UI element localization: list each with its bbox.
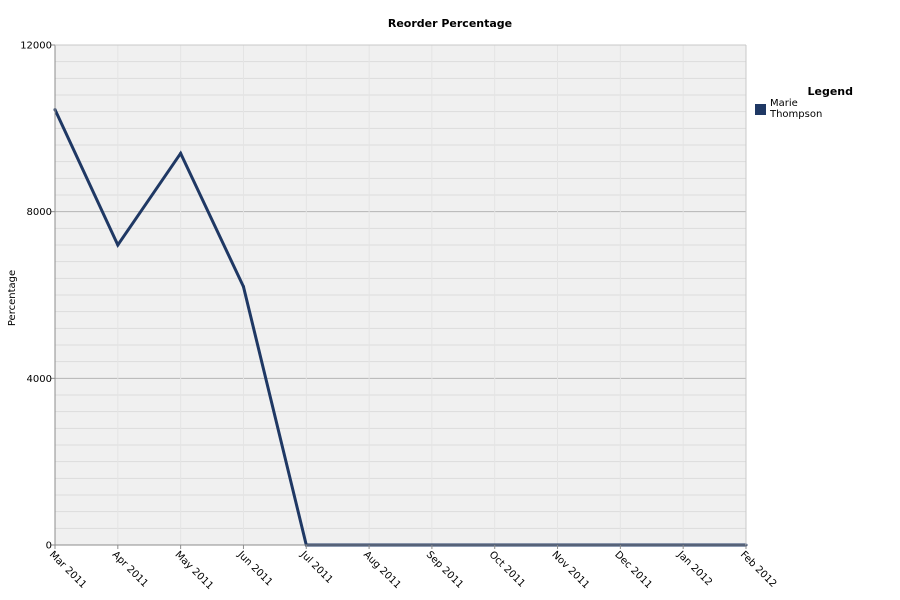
legend-title: Legend [807, 85, 853, 98]
x-tick-label: Nov 2011 [549, 549, 591, 591]
data-point [241, 285, 245, 289]
chart-title: Reorder Percentage [387, 17, 513, 30]
x-tick-label: Feb 2012 [738, 549, 779, 590]
x-tick-label: May 2011 [173, 549, 216, 592]
legend-label: Marie Thompson [769, 98, 823, 120]
minor-gridlines [55, 61, 746, 529]
x-tick-label: Apr 2011 [110, 549, 150, 589]
y-tick-label: 12000 [20, 41, 52, 52]
x-tick-label: Mar 2011 [47, 549, 88, 590]
legend-swatch [755, 103, 766, 115]
y-tick-label: 4000 [27, 374, 52, 385]
y-axis-label: Percentage [7, 270, 18, 326]
x-tick-label: Dec 2011 [612, 549, 654, 591]
data-point [179, 151, 183, 155]
legend-item: Marie Thompson [755, 98, 853, 120]
x-tick-label: Jun 2011 [235, 549, 275, 589]
legend-items: Marie Thompson [755, 98, 853, 120]
y-tick-label: 8000 [27, 207, 52, 218]
x-tick-labels: Mar 2011 Apr 2011 May 2011 Jun 2011 Jul 2011… [47, 545, 779, 592]
legend: Legend Marie Thompson [755, 85, 853, 120]
x-tick-label: Oct 2011 [487, 549, 527, 589]
x-tick-label: Jul 2011 [297, 549, 334, 586]
x-tick-label: Aug 2011 [361, 549, 403, 591]
y-tick-labels: 0 4000 8000 12000 [20, 41, 55, 552]
x-tick-label: Sep 2011 [424, 549, 465, 590]
data-point [116, 243, 120, 247]
axes [54, 44, 747, 546]
y-tick-label: 0 [46, 541, 52, 552]
x-tick-label: Jan 2012 [674, 549, 714, 589]
